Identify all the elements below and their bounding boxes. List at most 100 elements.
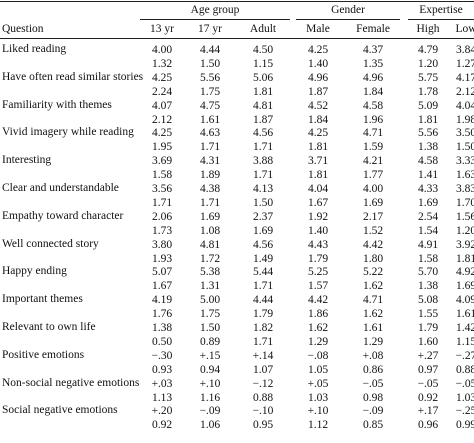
sd-cell: 1.71 <box>151 196 173 209</box>
mean-cell: 3.88 <box>252 155 274 168</box>
sd-cell: 1.15 <box>455 335 474 348</box>
mean-cell: −.05 <box>362 377 384 390</box>
sd-cell: 1.69 <box>252 224 274 237</box>
sd-cell: 0.89 <box>199 335 221 348</box>
sd-cell: 1.57 <box>307 280 329 293</box>
sd-cell: 1.15 <box>252 57 274 70</box>
sd-cell: 2.12 <box>455 85 474 98</box>
sd-cell: 1.27 <box>455 57 474 70</box>
sd-cell: 1.67 <box>151 280 173 293</box>
sd-cell: 1.50 <box>252 196 274 209</box>
mean-cell: +.10 <box>307 405 329 418</box>
mean-cell: 5.06 <box>252 71 274 84</box>
row-label: Liked reading <box>2 43 67 55</box>
group-rule <box>408 19 474 20</box>
sd-cell: 1.16 <box>199 391 221 404</box>
mean-cell: 4.42 <box>307 294 329 307</box>
mean-cell: 2.54 <box>417 210 439 223</box>
mean-cell: 4.25 <box>151 71 173 84</box>
mean-cell: 1.42 <box>455 322 474 334</box>
mean-cell: 1.92 <box>307 210 329 223</box>
sd-cell: 1.50 <box>199 57 221 70</box>
mean-cell: 3.83 <box>455 183 474 195</box>
sd-cell: 1.05 <box>307 363 329 376</box>
mean-cell: 4.37 <box>362 44 384 56</box>
sd-cell: 1.38 <box>417 280 439 293</box>
mean-cell: 5.38 <box>199 266 221 279</box>
mean-cell: 4.00 <box>151 44 173 56</box>
sd-cell: 1.58 <box>151 169 173 182</box>
row-label: Interesting <box>2 154 52 167</box>
sd-cell: 1.62 <box>362 280 384 293</box>
header-rule <box>0 38 474 39</box>
mean-cell: 4.71 <box>362 127 384 140</box>
mean-cell: 4.25 <box>307 127 329 140</box>
sd-cell: 1.77 <box>362 169 384 182</box>
sd-cell: 1.73 <box>151 224 173 237</box>
sd-cell: 0.92 <box>417 391 439 404</box>
mean-cell: 4.25 <box>151 127 173 140</box>
column-header: 13 yr <box>150 23 174 35</box>
mean-cell: +.15 <box>199 349 221 362</box>
mean-cell: 3.84 <box>455 44 474 56</box>
row-label: Positive emotions <box>2 348 85 361</box>
mean-cell: +.20 <box>151 405 173 418</box>
mean-cell: 5.56 <box>417 127 439 140</box>
mean-cell: 2.06 <box>151 210 173 223</box>
sd-cell: 2.24 <box>151 85 173 98</box>
mean-cell: 4.81 <box>252 99 274 112</box>
sd-cell: 0.94 <box>199 363 221 376</box>
sd-cell: 1.81 <box>455 252 474 265</box>
sd-cell: 1.03 <box>307 391 329 404</box>
row-label: Well connected story <box>2 237 99 250</box>
mean-cell: 4.56 <box>252 127 274 140</box>
sd-cell: 1.87 <box>252 113 274 126</box>
mean-cell: 1.56 <box>455 210 474 223</box>
mean-cell: 4.96 <box>362 71 384 84</box>
mean-cell: −.12 <box>252 377 274 390</box>
sd-cell: 1.71 <box>252 169 274 182</box>
sd-cell: 1.32 <box>151 57 173 70</box>
mean-cell: 4.71 <box>362 294 384 307</box>
mean-cell: 5.70 <box>417 266 439 279</box>
row-label: Important themes <box>2 293 83 306</box>
group-rule <box>140 19 290 20</box>
sd-cell: 1.81 <box>417 113 439 126</box>
sd-cell: 1.75 <box>199 85 221 98</box>
sd-cell: 0.96 <box>417 419 439 432</box>
mean-cell: 3.50 <box>455 127 474 140</box>
sd-cell: 1.07 <box>252 363 274 376</box>
group-header: Expertise <box>419 4 463 16</box>
sd-cell: 1.70 <box>455 196 474 209</box>
top-rule <box>0 1 474 2</box>
row-label: Have often read similar stories <box>2 70 144 83</box>
sd-cell: 1.60 <box>417 335 439 348</box>
row-label: Non-social negative emotions <box>2 376 140 389</box>
mean-cell: 5.07 <box>151 266 173 279</box>
mean-cell: 4.44 <box>252 294 274 307</box>
sd-cell: 1.96 <box>362 113 384 126</box>
sd-cell: 1.49 <box>252 252 274 265</box>
mean-cell: 4.17 <box>455 71 474 84</box>
mean-cell: 5.44 <box>252 266 274 279</box>
sd-cell: 1.69 <box>362 196 384 209</box>
sd-cell: 1.41 <box>417 169 439 182</box>
sd-cell: 1.71 <box>252 280 274 293</box>
mean-cell: 4.96 <box>307 71 329 84</box>
mean-cell: 4.56 <box>252 238 274 251</box>
row-label: Happy ending <box>2 265 67 278</box>
sd-cell: 0.92 <box>151 419 173 432</box>
mean-cell: 5.75 <box>417 71 439 84</box>
sd-cell: 0.97 <box>417 363 439 376</box>
sd-cell: 0.88 <box>252 391 274 404</box>
mean-cell: 1.38 <box>151 322 173 334</box>
sd-cell: 0.99 <box>455 419 474 432</box>
mean-cell: 4.13 <box>252 183 274 195</box>
sd-cell: 0.85 <box>362 419 384 432</box>
row-label: Clear and understandable <box>2 182 119 194</box>
mean-cell: −.09 <box>362 405 384 418</box>
sd-cell: 1.29 <box>307 335 329 348</box>
mean-cell: 1.82 <box>252 322 274 334</box>
sd-cell: 1.40 <box>307 57 329 70</box>
